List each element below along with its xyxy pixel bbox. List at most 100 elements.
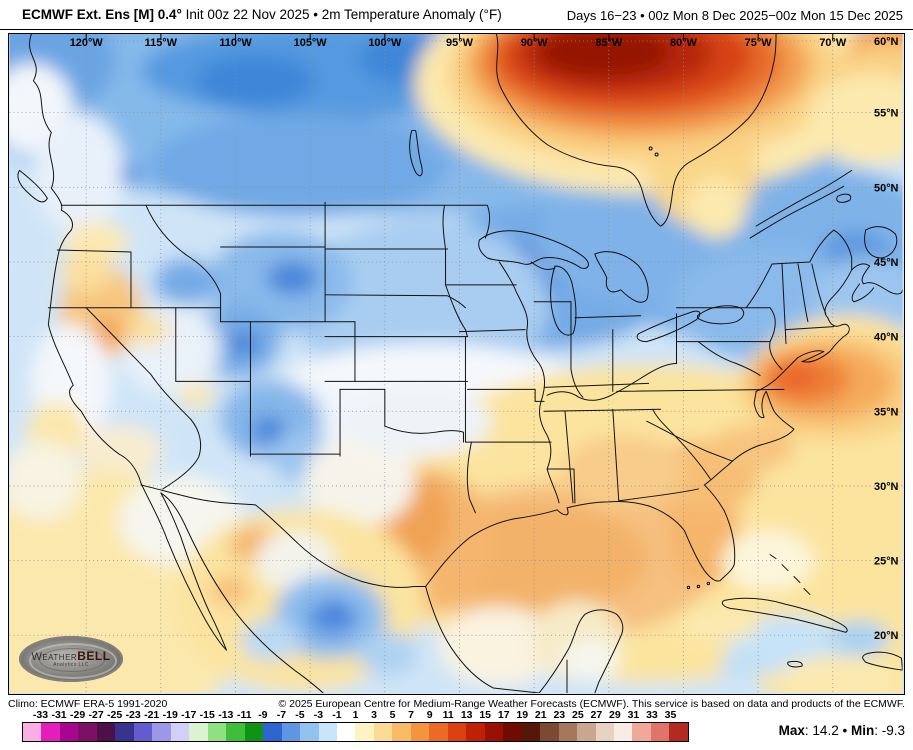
colorbar-tick: 17	[497, 709, 510, 721]
colorbar-tick: -23	[125, 709, 141, 721]
colorbar-tick: -13	[218, 709, 234, 721]
colorbar-cell	[521, 723, 541, 741]
colorbar-cell	[189, 723, 208, 741]
copyright-attribution: © 2025 European Centre for Medium-Range …	[278, 698, 905, 710]
lon-label: 80°W	[670, 37, 698, 49]
lon-label: 105°W	[294, 37, 328, 49]
colorbar-tick: -27	[88, 709, 104, 721]
colorbar-cell	[59, 723, 79, 741]
colorbar-cell	[614, 723, 633, 741]
colorbar-cell	[503, 723, 522, 741]
colorbar-tick: -17	[181, 709, 197, 721]
lat-label: 30°N	[874, 481, 899, 493]
lon-label: 75°W	[745, 37, 773, 49]
valid-time-range: Days 16−23 • 00z Mon 8 Dec 2025−00z Mon …	[566, 8, 903, 23]
colorbar-cell	[632, 723, 651, 741]
lat-label: 20°N	[874, 630, 899, 642]
colorbar-tick: -5	[295, 709, 305, 721]
lat-label: 25°N	[874, 556, 899, 568]
colorbar-tick: -31	[51, 709, 67, 721]
colorbar-cell	[336, 723, 356, 741]
lon-label: 110°W	[219, 37, 252, 49]
lon-label: 85°W	[595, 37, 623, 49]
colorbar-tick: 1	[352, 709, 359, 721]
colorbar-tick-labels: -33 -31 -29 -27 -25 -23 -21 -19 -17 -15 -13 -11 -9 -7…	[22, 709, 689, 721]
colorbar-tick: -33	[32, 709, 49, 721]
colorbar-tick: 21	[534, 709, 547, 721]
lat-label: 60°N	[874, 36, 899, 48]
colorbar-cell	[244, 723, 264, 741]
colorbar-cell	[152, 723, 171, 741]
colorbar-cell	[318, 723, 337, 741]
lon-label: 120°W	[70, 37, 104, 49]
colorbar-tick: 25	[571, 709, 584, 721]
colorbar-cell	[373, 723, 393, 741]
colorbar-cell	[41, 723, 60, 741]
colorbar-tick: -29	[69, 709, 86, 721]
colorbar-tick: -1	[332, 709, 342, 721]
lon-label: 100°W	[368, 37, 402, 49]
lat-label: 45°N	[874, 257, 899, 269]
colorbar-tick: 15	[479, 709, 492, 721]
colorbar-tick: 29	[609, 709, 621, 721]
lat-label: 35°N	[874, 406, 899, 418]
colorbar-cell	[447, 723, 467, 741]
latitude-labels: 60°N 55°N 50°N 45°N 40°N 35°N 30°N 25°N 20°N	[874, 36, 899, 642]
colorbar-tick: -9	[258, 709, 268, 721]
colorbar-cell	[281, 723, 301, 741]
coastlines-and-borders	[17, 34, 903, 693]
colorbar-tick: -15	[199, 709, 215, 721]
colorbar-cell	[669, 723, 688, 741]
colorbar-cell	[466, 723, 485, 741]
max-label: Max	[778, 723, 805, 738]
colorbar-cell	[429, 723, 448, 741]
lat-label: 50°N	[874, 182, 899, 194]
colorbar-cell	[133, 723, 153, 741]
colorbar-cell	[207, 723, 227, 741]
colorbar-tick: 7	[408, 709, 414, 721]
colorbar-tick: 13	[460, 709, 473, 721]
colorbar-cell	[96, 723, 116, 741]
map-image: 120°W 115°W 110°W 105°W 100°W 95°W 90°W 85°W 80°…	[8, 33, 905, 695]
colorbar-cell	[410, 723, 430, 741]
colorbar-tick: -7	[276, 709, 287, 721]
colorbar-tick: -3	[313, 709, 324, 721]
colorbar-cell	[577, 723, 596, 741]
map-title: ECMWF Ext. Ens [M] 0.4° Init 00z 22 Nov …	[22, 7, 502, 22]
colorbar-cell	[23, 723, 42, 741]
longitude-ticks	[85, 34, 834, 40]
min-label: Min	[850, 723, 875, 738]
colorbar-tick: 27	[590, 709, 603, 721]
lon-label: 70°W	[819, 37, 847, 49]
lon-label: 90°W	[521, 37, 549, 49]
colorbar-tick: -11	[237, 709, 252, 721]
colorbar-tick: 33	[646, 709, 658, 721]
colorbar-tick: 3	[371, 709, 377, 721]
lon-label: 95°W	[446, 37, 474, 49]
colorbar-tick: 23	[553, 709, 566, 721]
colorbar-tick: 35	[664, 709, 677, 721]
colorbar-cell	[263, 723, 282, 741]
lat-label: 40°N	[874, 332, 899, 344]
colorbar-tick: -19	[162, 709, 178, 721]
colorbar-cell	[355, 723, 374, 741]
colorbar-cell	[226, 723, 245, 741]
colorbar-cell	[170, 723, 190, 741]
model-name: ECMWF Ext. Ens [M] 0.4°	[22, 7, 182, 22]
colorbar-tick: 9	[426, 709, 433, 721]
colorbar-cell	[558, 723, 578, 741]
colorbar-cell	[300, 723, 319, 741]
colorbar-cell	[595, 723, 614, 741]
maxmin-separator: •	[842, 723, 848, 738]
colorbar-tick: 31	[627, 709, 640, 721]
lat-label: 55°N	[874, 108, 899, 120]
colorbar-cell	[78, 723, 97, 741]
colorbar-tick: -21	[144, 709, 160, 721]
colorbar-tick: 5	[389, 709, 396, 721]
colorbar-tick: -25	[107, 709, 123, 721]
min-value: -9.3	[881, 723, 905, 738]
lon-label: 115°W	[145, 37, 178, 49]
max-value: 14.2	[812, 723, 839, 738]
init-and-variable: Init 00z 22 Nov 2025 • 2m Temperature An…	[181, 7, 502, 22]
